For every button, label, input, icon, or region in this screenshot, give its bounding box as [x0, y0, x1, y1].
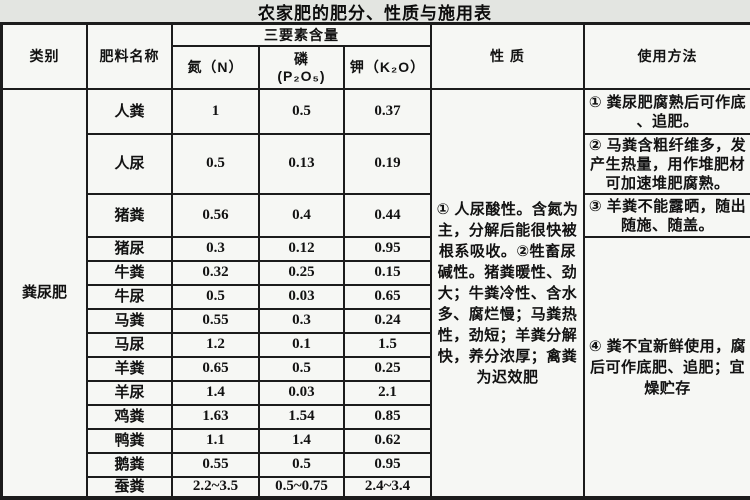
- n-value: 1.2: [173, 334, 258, 356]
- fertilizer-name: 蚕粪: [88, 478, 171, 496]
- n-value: 0.5: [173, 286, 258, 308]
- p-value: 0.13: [260, 135, 343, 193]
- header-potassium: 钾（K₂O）: [345, 47, 430, 88]
- k-value: 0.95: [345, 238, 430, 260]
- p-value: 1.54: [260, 406, 343, 428]
- k-value: 0.25: [345, 358, 430, 380]
- property-text-cell: ① 人尿酸性。含氮为主，分解后能很快被根系吸收。②牲畜尿碱性。猪粪暖性、劲大；牛…: [432, 90, 583, 496]
- k-value: 1.5: [345, 334, 430, 356]
- n-value: 1.1: [173, 430, 258, 452]
- k-value: 0.44: [345, 195, 430, 236]
- p-value: 0.03: [260, 286, 343, 308]
- fertilizer-name: 羊粪: [88, 358, 171, 380]
- fertilizer-name: 马粪: [88, 310, 171, 332]
- k-value: 0.24: [345, 310, 430, 332]
- usage-item-2: ② 马粪含粗纤维多，发 产生热量，用作堆肥材 可加速堆肥腐熟。: [585, 135, 750, 193]
- header-three-elements: 三要素含量: [173, 25, 430, 45]
- fertilizer-name: 人粪: [88, 90, 171, 133]
- n-value: 0.3: [173, 238, 258, 260]
- fertilizer-name: 猪尿: [88, 238, 171, 260]
- header-usage: 使用方法: [585, 25, 750, 88]
- p-value: 0.3: [260, 310, 343, 332]
- n-value: 1.4: [173, 382, 258, 404]
- k-value: 0.62: [345, 430, 430, 452]
- header-phosphorus: 磷 (P₂O₅): [260, 47, 343, 88]
- p-value: 0.5: [260, 454, 343, 476]
- usage-item-4: ④ 粪不宜新鲜使用，腐 后可作底肥、追肥；宜 燥贮存: [585, 238, 750, 496]
- category-label: 粪尿肥: [3, 90, 86, 496]
- n-value: 0.32: [173, 262, 258, 284]
- usage-item-3: ③ 羊粪不能露晒，随出 随施、随盖。: [585, 195, 750, 236]
- k-value: 2.1: [345, 382, 430, 404]
- fertilizer-name: 羊尿: [88, 382, 171, 404]
- k-value: 0.15: [345, 262, 430, 284]
- fertilizer-name: 牛粪: [88, 262, 171, 284]
- n-value: 1.63: [173, 406, 258, 428]
- header-nitrogen: 氮（N）: [173, 47, 258, 88]
- n-value: 1: [173, 90, 258, 133]
- fertilizer-name: 人尿: [88, 135, 171, 193]
- k-value: 0.95: [345, 454, 430, 476]
- n-value: 0.65: [173, 358, 258, 380]
- page-title: 农家肥的肥分、性质与施用表: [258, 4, 492, 23]
- k-value: 0.37: [345, 90, 430, 133]
- fertilizer-name: 猪粪: [88, 195, 171, 236]
- n-value: 0.56: [173, 195, 258, 236]
- fertilizer-name: 牛尿: [88, 286, 171, 308]
- n-value: 0.5: [173, 135, 258, 193]
- fertilizer-table: 类别 肥料名称 三要素含量 氮（N） 磷 (P₂O₅) 钾（K₂O） 性 质 使…: [0, 22, 750, 500]
- header-fertilizer-name: 肥料名称: [88, 25, 171, 88]
- p-value: 0.5: [260, 358, 343, 380]
- n-value: 2.2~3.5: [173, 478, 258, 496]
- k-value: 2.4~3.4: [345, 478, 430, 496]
- usage-item-1: ① 粪尿肥腐熟后可作底 、追肥。: [585, 90, 750, 133]
- k-value: 0.19: [345, 135, 430, 193]
- header-category: 类别: [3, 25, 86, 88]
- p-value: 0.5~0.75: [260, 478, 343, 496]
- k-value: 0.85: [345, 406, 430, 428]
- k-value: 0.65: [345, 286, 430, 308]
- p-value: 1.4: [260, 430, 343, 452]
- header-property: 性 质: [432, 25, 583, 88]
- fertilizer-name: 马尿: [88, 334, 171, 356]
- fertilizer-name: 鸭粪: [88, 430, 171, 452]
- p-value: 0.25: [260, 262, 343, 284]
- n-value: 0.55: [173, 310, 258, 332]
- n-value: 0.55: [173, 454, 258, 476]
- fertilizer-name: 鸡粪: [88, 406, 171, 428]
- fertilizer-name: 鹅粪: [88, 454, 171, 476]
- p-value: 0.1: [260, 334, 343, 356]
- p-value: 0.4: [260, 195, 343, 236]
- p-value: 0.12: [260, 238, 343, 260]
- p-value: 0.03: [260, 382, 343, 404]
- p-value: 0.5: [260, 90, 343, 133]
